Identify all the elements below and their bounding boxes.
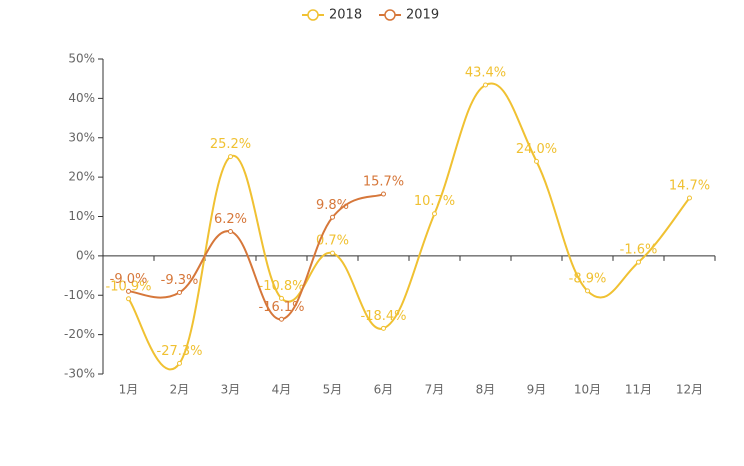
value-label: -18.4% bbox=[361, 309, 407, 324]
point bbox=[432, 211, 437, 217]
point bbox=[534, 158, 539, 164]
legend-label: 2019 bbox=[406, 8, 439, 23]
value-label: 6.2% bbox=[214, 212, 247, 227]
value-label: -27.3% bbox=[157, 344, 203, 359]
legend-marker bbox=[384, 9, 396, 21]
point bbox=[228, 154, 233, 160]
y-tick-label: 50% bbox=[68, 52, 95, 66]
y-tick-label: 20% bbox=[68, 170, 95, 184]
y-tick-label: -20% bbox=[64, 327, 95, 341]
x-tick-label: 10月 bbox=[574, 383, 601, 397]
point bbox=[177, 289, 182, 295]
x-tick-label: 8月 bbox=[476, 383, 496, 397]
point bbox=[279, 295, 284, 301]
value-label: -10.9% bbox=[106, 279, 152, 294]
x-tick-label: 11月 bbox=[625, 383, 652, 397]
value-label: 0.7% bbox=[316, 234, 349, 249]
x-tick-label: 2月 bbox=[170, 383, 190, 397]
value-label: 24.0% bbox=[516, 142, 557, 157]
value-label: -8.9% bbox=[569, 271, 607, 286]
y-tick-label: -10% bbox=[64, 288, 95, 302]
point bbox=[330, 214, 335, 220]
value-label: 14.7% bbox=[669, 178, 710, 193]
y-tick-label: 0% bbox=[76, 248, 95, 262]
x-tick-label: 4月 bbox=[272, 383, 292, 397]
x-tick-label: 5月 bbox=[323, 383, 343, 397]
legend-marker bbox=[307, 9, 319, 21]
point bbox=[636, 259, 641, 265]
point bbox=[381, 325, 386, 331]
y-tick-label: 10% bbox=[68, 209, 95, 223]
series-line bbox=[127, 82, 691, 371]
value-label: -10.8% bbox=[259, 279, 305, 294]
y-tick-label: 30% bbox=[68, 130, 95, 144]
value-label: 43.4% bbox=[465, 65, 506, 80]
point bbox=[687, 195, 692, 201]
x-tick-label: 12月 bbox=[676, 383, 703, 397]
value-label: 10.7% bbox=[414, 194, 455, 209]
point bbox=[177, 360, 182, 366]
value-label: 15.7% bbox=[363, 175, 404, 190]
point bbox=[381, 191, 386, 197]
x-tick-label: 3月 bbox=[221, 383, 241, 397]
point bbox=[228, 228, 233, 234]
x-tick-label: 7月 bbox=[425, 383, 445, 397]
value-label: -9.0% bbox=[110, 272, 148, 287]
value-label: 25.2% bbox=[210, 137, 251, 152]
point bbox=[126, 296, 131, 302]
point bbox=[585, 288, 590, 294]
point bbox=[126, 288, 131, 294]
value-label: 9.8% bbox=[316, 198, 349, 213]
point bbox=[483, 82, 488, 88]
x-tick-label: 6月 bbox=[374, 383, 394, 397]
y-tick-label: -30% bbox=[64, 367, 95, 381]
x-tick-label: 1月 bbox=[119, 383, 139, 397]
legend-label: 2018 bbox=[329, 8, 362, 23]
y-tick-label: 40% bbox=[68, 91, 95, 105]
point bbox=[330, 250, 335, 256]
value-label: -9.3% bbox=[161, 273, 199, 288]
value-label: -16.1% bbox=[259, 300, 305, 315]
x-tick-label: 9月 bbox=[527, 383, 547, 397]
value-label: -1.6% bbox=[620, 243, 658, 258]
point bbox=[279, 316, 284, 322]
